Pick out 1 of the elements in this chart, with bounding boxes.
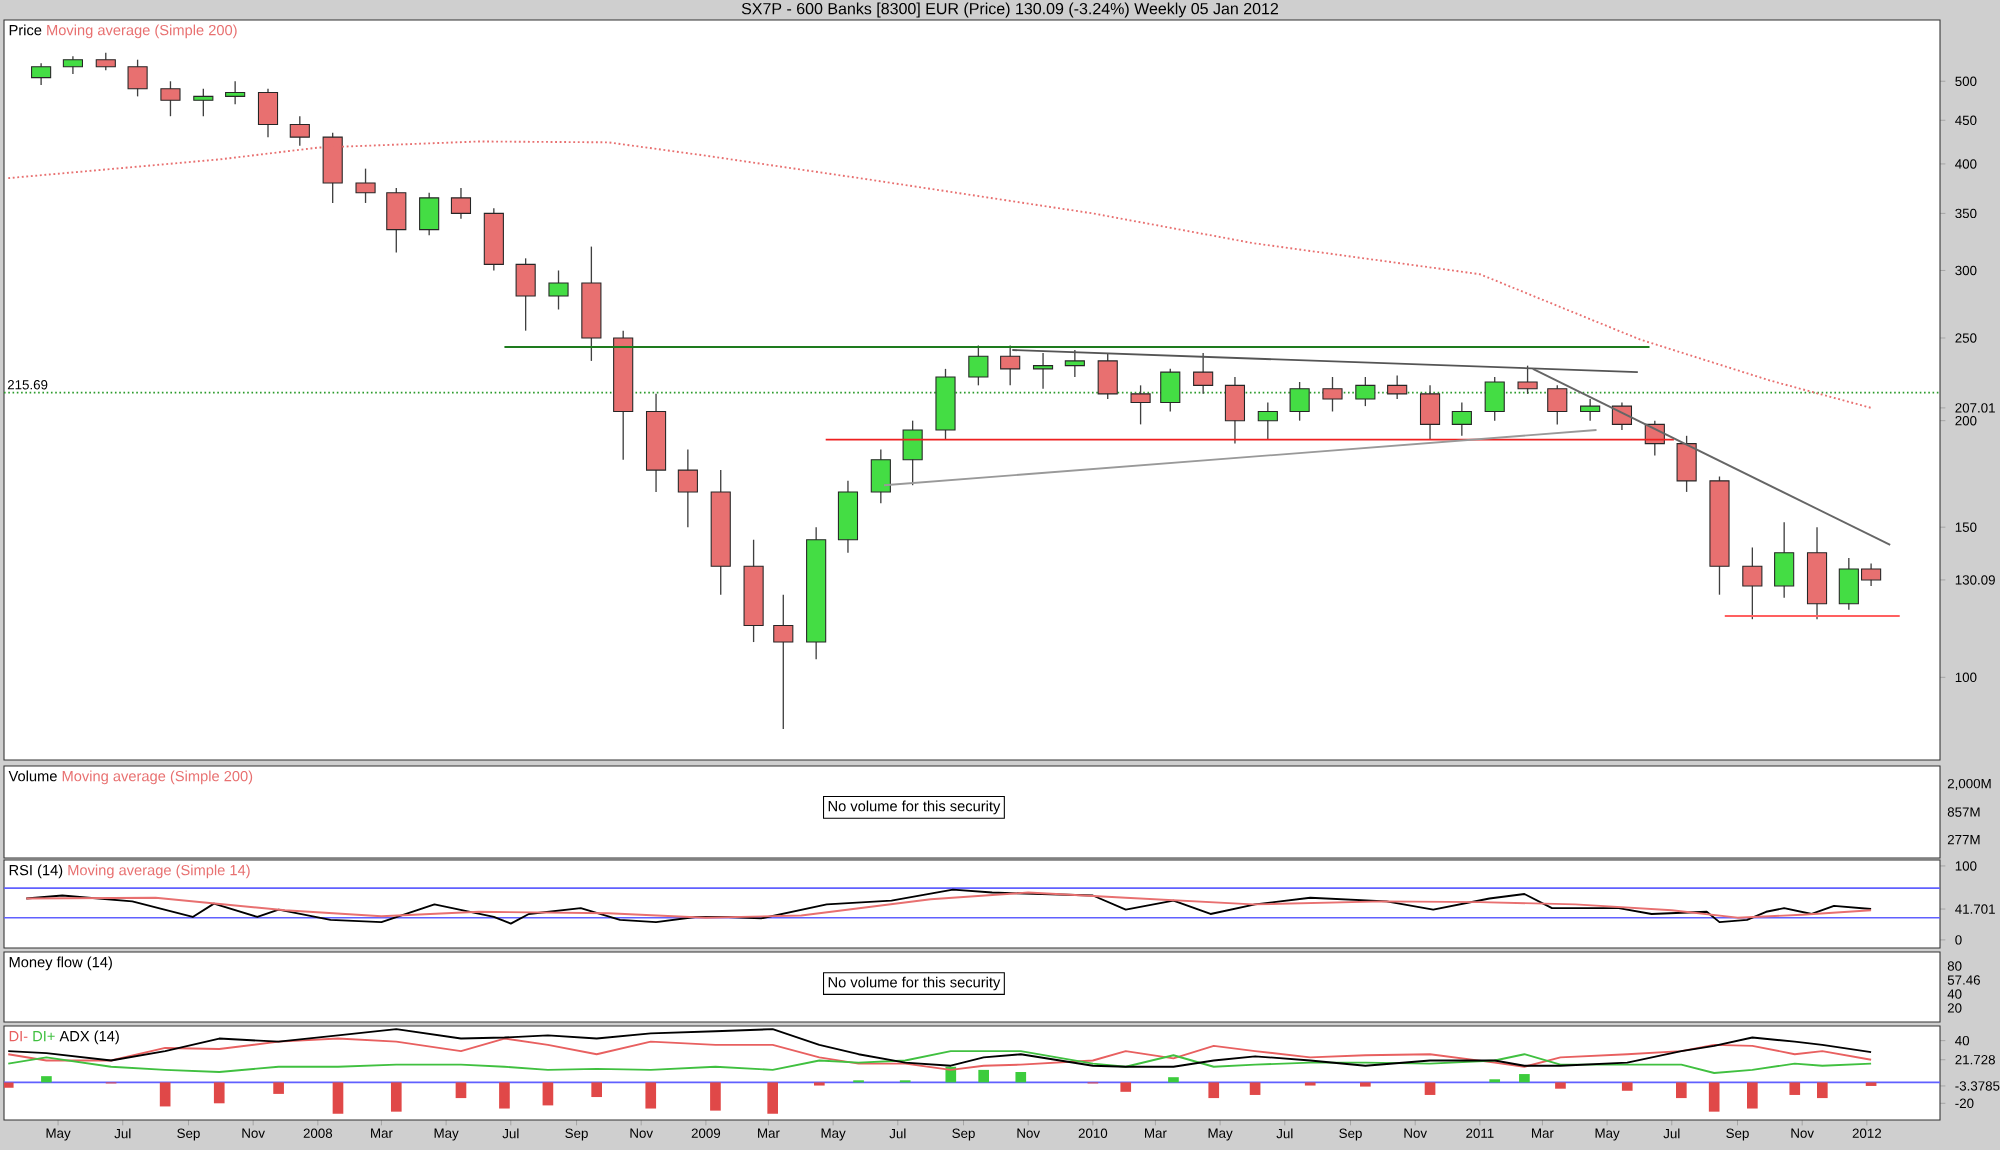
- chart-title: SX7P - 600 Banks [8300] EUR (Price) 130.09 (-3.24%) Weekly 05 Jan 2012: [741, 2, 1279, 18]
